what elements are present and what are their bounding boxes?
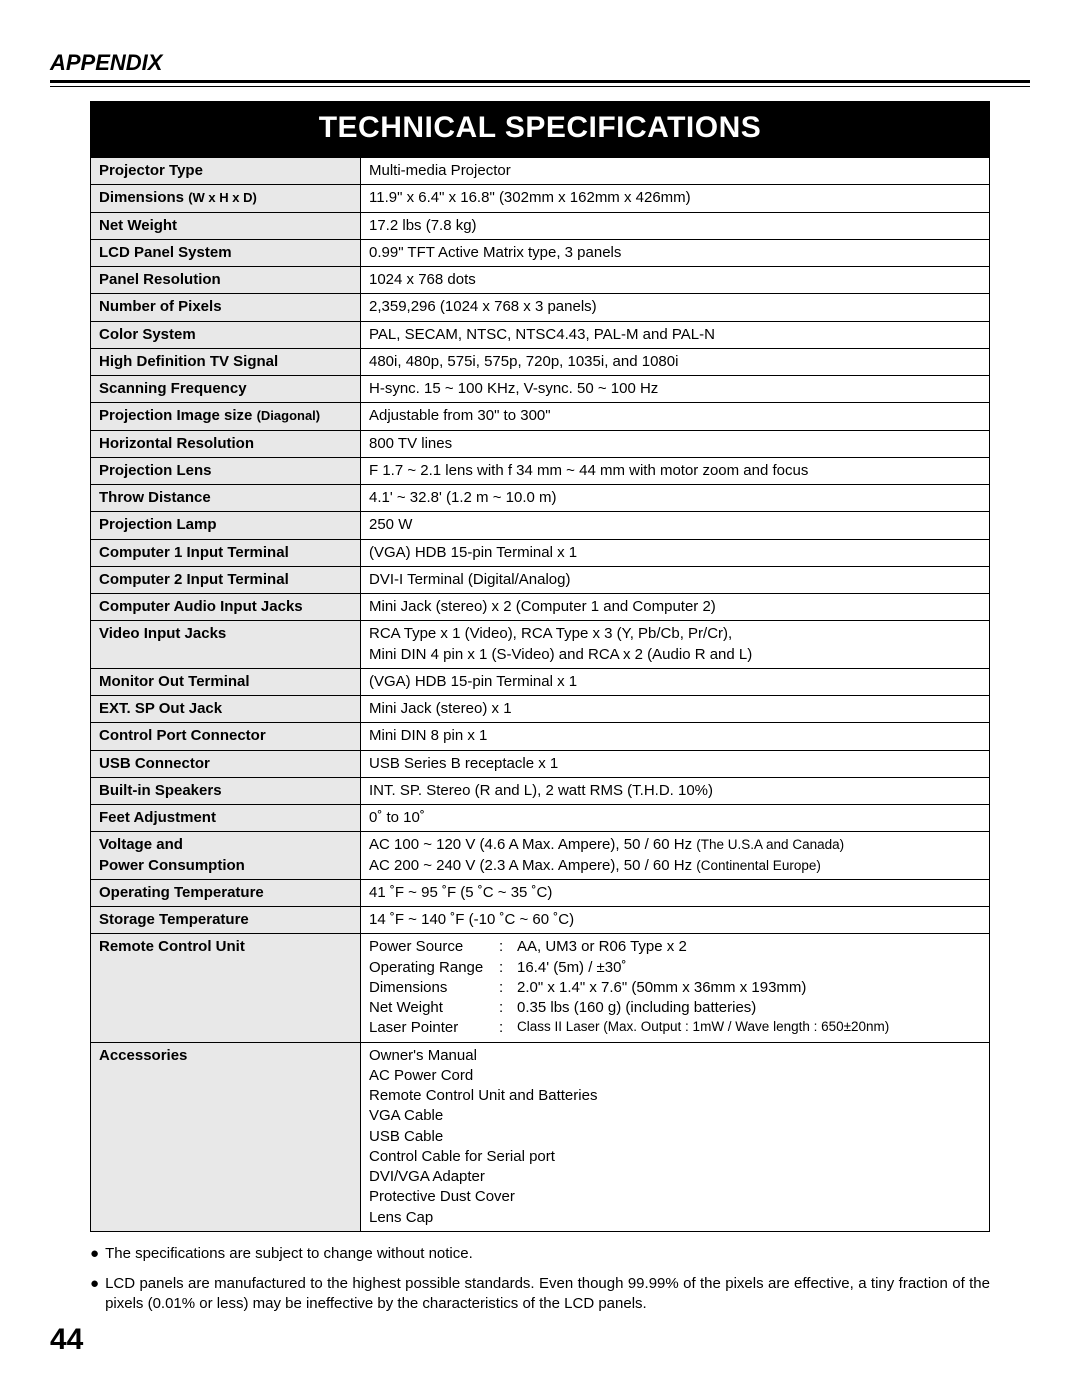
- label-comp1: Computer 1 Input Terminal: [91, 539, 361, 566]
- table-row: Dimensions (W x H x D)11.9" x 6.4" x 16.…: [91, 185, 990, 212]
- value-usb: USB Series B receptacle x 1: [361, 750, 990, 777]
- table-row: High Definition TV Signal480i, 480p, 575…: [91, 348, 990, 375]
- table-row: Projection LensF 1.7 ~ 2.1 lens with f 3…: [91, 457, 990, 484]
- label-op-temp: Operating Temperature: [91, 879, 361, 906]
- label-net-weight: Net Weight: [91, 212, 361, 239]
- table-row: Throw Distance4.1' ~ 32.8' (1.2 m ~ 10.0…: [91, 485, 990, 512]
- label-accessories: Accessories: [91, 1042, 361, 1231]
- table-row: Number of Pixels2,359,296 (1024 x 768 x …: [91, 294, 990, 321]
- table-row: Horizontal Resolution800 TV lines: [91, 430, 990, 457]
- label-scan-freq: Scanning Frequency: [91, 376, 361, 403]
- label-projector-type: Projector Type: [91, 158, 361, 185]
- value-comp2: DVI-I Terminal (Digital/Analog): [361, 566, 990, 593]
- value-speakers: INT. SP. Stereo (R and L), 2 watt RMS (T…: [361, 777, 990, 804]
- label-lcd-panel: LCD Panel System: [91, 239, 361, 266]
- label-horiz-res: Horizontal Resolution: [91, 430, 361, 457]
- value-dimensions: 11.9" x 6.4" x 16.8" (302mm x 162mm x 42…: [361, 185, 990, 212]
- value-storage-temp: 14 ˚F ~ 140 ˚F (-10 ˚C ~ 60 ˚C): [361, 907, 990, 934]
- value-hdtv: 480i, 480p, 575i, 575p, 720p, 1035i, and…: [361, 348, 990, 375]
- value-scan-freq: H-sync. 15 ~ 100 KHz, V-sync. 50 ~ 100 H…: [361, 376, 990, 403]
- table-row: Built-in SpeakersINT. SP. Stereo (R and …: [91, 777, 990, 804]
- value-num-pixels: 2,359,296 (1024 x 768 x 3 panels): [361, 294, 990, 321]
- table-row: Projection Image size (Diagonal)Adjustab…: [91, 403, 990, 430]
- table-row: Operating Temperature41 ˚F ~ 95 ˚F (5 ˚C…: [91, 879, 990, 906]
- label-speakers: Built-in Speakers: [91, 777, 361, 804]
- label-control-port: Control Port Connector: [91, 723, 361, 750]
- value-horiz-res: 800 TV lines: [361, 430, 990, 457]
- value-ext-sp: Mini Jack (stereo) x 1: [361, 696, 990, 723]
- table-row: Projection Lamp250 W: [91, 512, 990, 539]
- label-monitor-out: Monitor Out Terminal: [91, 668, 361, 695]
- value-voltage: AC 100 ~ 120 V (4.6 A Max. Ampere), 50 /…: [361, 832, 990, 880]
- rule-thick: [50, 80, 1030, 83]
- table-row: Computer 2 Input TerminalDVI-I Terminal …: [91, 566, 990, 593]
- label-lamp: Projection Lamp: [91, 512, 361, 539]
- table-row: USB ConnectorUSB Series B receptacle x 1: [91, 750, 990, 777]
- note-2: ●LCD panels are manufactured to the high…: [90, 1274, 990, 1315]
- table-row: Net Weight17.2 lbs (7.8 kg): [91, 212, 990, 239]
- label-panel-res: Panel Resolution: [91, 267, 361, 294]
- bullet-icon: ●: [90, 1274, 99, 1315]
- value-remote: Power Source:AA, UM3 or R06 Type x 2 Ope…: [361, 934, 990, 1042]
- notes: ●The specifications are subject to chang…: [90, 1244, 990, 1315]
- table-row: Accessories Owner's Manual AC Power Cord…: [91, 1042, 990, 1231]
- value-proj-lens: F 1.7 ~ 2.1 lens with f 34 mm ~ 44 mm wi…: [361, 457, 990, 484]
- page: APPENDIX TECHNICAL SPECIFICATIONS Projec…: [0, 0, 1080, 1397]
- table-row: LCD Panel System0.99" TFT Active Matrix …: [91, 239, 990, 266]
- table-row: Color SystemPAL, SECAM, NTSC, NTSC4.43, …: [91, 321, 990, 348]
- value-feet: 0˚ to 10˚: [361, 805, 990, 832]
- page-number: 44: [50, 1323, 83, 1357]
- label-voltage: Voltage andPower Consumption: [91, 832, 361, 880]
- label-remote: Remote Control Unit: [91, 934, 361, 1042]
- value-color-system: PAL, SECAM, NTSC, NTSC4.43, PAL-M and PA…: [361, 321, 990, 348]
- value-control-port: Mini DIN 8 pin x 1: [361, 723, 990, 750]
- value-proj-img: Adjustable from 30" to 300": [361, 403, 990, 430]
- table-row: EXT. SP Out JackMini Jack (stereo) x 1: [91, 696, 990, 723]
- label-proj-lens: Projection Lens: [91, 457, 361, 484]
- label-num-pixels: Number of Pixels: [91, 294, 361, 321]
- value-lcd-panel: 0.99" TFT Active Matrix type, 3 panels: [361, 239, 990, 266]
- label-comp2: Computer 2 Input Terminal: [91, 566, 361, 593]
- bullet-icon: ●: [90, 1244, 99, 1264]
- value-throw: 4.1' ~ 32.8' (1.2 m ~ 10.0 m): [361, 485, 990, 512]
- value-projector-type: Multi-media Projector: [361, 158, 990, 185]
- spec-table: Projector TypeMulti-media Projector Dime…: [90, 157, 990, 1232]
- label-feet: Feet Adjustment: [91, 805, 361, 832]
- value-video-jacks: RCA Type x 1 (Video), RCA Type x 3 (Y, P…: [361, 621, 990, 669]
- value-op-temp: 41 ˚F ~ 95 ˚F (5 ˚C ~ 35 ˚C): [361, 879, 990, 906]
- table-row: Control Port ConnectorMini DIN 8 pin x 1: [91, 723, 990, 750]
- label-hdtv: High Definition TV Signal: [91, 348, 361, 375]
- label-usb: USB Connector: [91, 750, 361, 777]
- title-bar: TECHNICAL SPECIFICATIONS: [90, 101, 990, 157]
- note-1: ●The specifications are subject to chang…: [90, 1244, 990, 1264]
- table-row: Computer Audio Input JacksMini Jack (ste…: [91, 594, 990, 621]
- label-video-jacks: Video Input Jacks: [91, 621, 361, 669]
- label-dimensions: Dimensions (W x H x D): [91, 185, 361, 212]
- table-row: Remote Control Unit Power Source:AA, UM3…: [91, 934, 990, 1042]
- table-row: Feet Adjustment0˚ to 10˚: [91, 805, 990, 832]
- label-proj-img: Projection Image size (Diagonal): [91, 403, 361, 430]
- label-color-system: Color System: [91, 321, 361, 348]
- label-comp-audio: Computer Audio Input Jacks: [91, 594, 361, 621]
- table-row: Scanning FrequencyH-sync. 15 ~ 100 KHz, …: [91, 376, 990, 403]
- table-row: Computer 1 Input Terminal(VGA) HDB 15-pi…: [91, 539, 990, 566]
- value-comp-audio: Mini Jack (stereo) x 2 (Computer 1 and C…: [361, 594, 990, 621]
- value-panel-res: 1024 x 768 dots: [361, 267, 990, 294]
- value-monitor-out: (VGA) HDB 15-pin Terminal x 1: [361, 668, 990, 695]
- label-storage-temp: Storage Temperature: [91, 907, 361, 934]
- value-net-weight: 17.2 lbs (7.8 kg): [361, 212, 990, 239]
- label-throw: Throw Distance: [91, 485, 361, 512]
- table-row: Projector TypeMulti-media Projector: [91, 158, 990, 185]
- label-ext-sp: EXT. SP Out Jack: [91, 696, 361, 723]
- table-row: Video Input JacksRCA Type x 1 (Video), R…: [91, 621, 990, 669]
- value-comp1: (VGA) HDB 15-pin Terminal x 1: [361, 539, 990, 566]
- table-row: Monitor Out Terminal(VGA) HDB 15-pin Ter…: [91, 668, 990, 695]
- table-row: Storage Temperature14 ˚F ~ 140 ˚F (-10 ˚…: [91, 907, 990, 934]
- table-row: Panel Resolution1024 x 768 dots: [91, 267, 990, 294]
- value-accessories: Owner's Manual AC Power Cord Remote Cont…: [361, 1042, 990, 1231]
- value-lamp: 250 W: [361, 512, 990, 539]
- rule-thin: [50, 86, 1030, 87]
- table-row: Voltage andPower Consumption AC 100 ~ 12…: [91, 832, 990, 880]
- appendix-heading: APPENDIX: [50, 50, 1030, 76]
